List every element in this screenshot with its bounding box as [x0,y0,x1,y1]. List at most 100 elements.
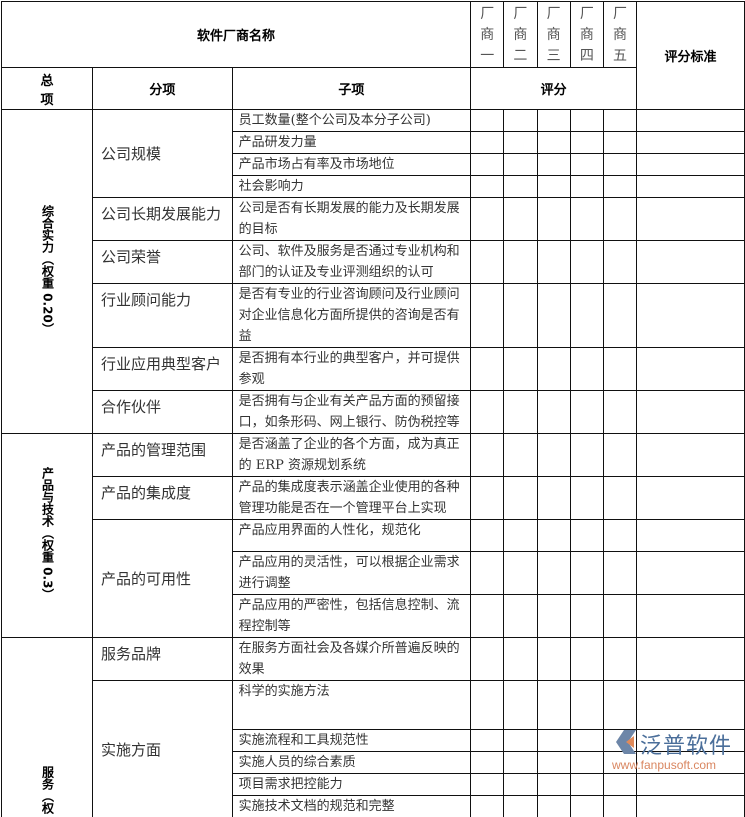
vendor-5-score-cell[interactable] [603,132,636,154]
vendor-3-score-cell[interactable] [537,730,570,752]
vendor-2-score-cell[interactable] [504,241,537,284]
vendor-5-score-cell[interactable] [603,176,636,198]
vendor-1-score-cell[interactable] [471,198,504,241]
vendor-2-score-cell[interactable] [504,110,537,132]
vendor-2-score-cell[interactable] [504,730,537,752]
vendor-2-score-cell[interactable] [504,477,537,520]
vendor-5-score-cell[interactable] [603,284,636,348]
vendor-1-score-cell[interactable] [471,774,504,796]
vendor-5-score-cell[interactable] [603,198,636,241]
scoring-standard-cell[interactable] [637,132,745,154]
vendor-4-score-cell[interactable] [570,796,603,817]
vendor-1-score-cell[interactable] [471,681,504,730]
scoring-standard-cell[interactable] [637,638,745,681]
vendor-4-score-cell[interactable] [570,730,603,752]
vendor-4-score-cell[interactable] [570,198,603,241]
vendor-5-score-cell[interactable] [603,241,636,284]
vendor-5-score-cell[interactable] [603,348,636,391]
vendor-1-score-cell[interactable] [471,477,504,520]
vendor-5-score-cell[interactable] [603,477,636,520]
vendor-2-score-cell[interactable] [504,198,537,241]
vendor-1-score-cell[interactable] [471,110,504,132]
vendor-3-score-cell[interactable] [537,110,570,132]
vendor-5-score-cell[interactable] [603,520,636,552]
vendor-5-score-cell[interactable] [603,154,636,176]
scoring-standard-cell[interactable] [637,681,745,730]
vendor-1-score-cell[interactable] [471,284,504,348]
vendor-4-score-cell[interactable] [570,595,603,638]
scoring-standard-cell[interactable] [637,774,745,796]
vendor-2-score-cell[interactable] [504,774,537,796]
vendor-1-score-cell[interactable] [471,520,504,552]
vendor-5-score-cell[interactable] [603,681,636,730]
vendor-3-score-cell[interactable] [537,681,570,730]
vendor-1-score-cell[interactable] [471,132,504,154]
vendor-4-score-cell[interactable] [570,774,603,796]
vendor-5-score-cell[interactable] [603,434,636,477]
scoring-standard-cell[interactable] [637,198,745,241]
vendor-3-score-cell[interactable] [537,595,570,638]
vendor-1-score-cell[interactable] [471,730,504,752]
vendor-3-score-cell[interactable] [537,638,570,681]
scoring-standard-cell[interactable] [637,552,745,595]
vendor-3-score-cell[interactable] [537,796,570,817]
scoring-standard-cell[interactable] [637,796,745,817]
vendor-3-score-cell[interactable] [537,552,570,595]
vendor-3-score-cell[interactable] [537,348,570,391]
vendor-2-score-cell[interactable] [504,348,537,391]
vendor-3-score-cell[interactable] [537,284,570,348]
vendor-3-score-cell[interactable] [537,391,570,434]
vendor-1-score-cell[interactable] [471,176,504,198]
vendor-2-score-cell[interactable] [504,595,537,638]
vendor-1-score-cell[interactable] [471,552,504,595]
vendor-1-score-cell[interactable] [471,638,504,681]
vendor-2-score-cell[interactable] [504,796,537,817]
vendor-2-score-cell[interactable] [504,284,537,348]
vendor-2-score-cell[interactable] [504,752,537,774]
vendor-4-score-cell[interactable] [570,284,603,348]
vendor-2-score-cell[interactable] [504,638,537,681]
scoring-standard-cell[interactable] [637,477,745,520]
vendor-2-score-cell[interactable] [504,552,537,595]
vendor-4-score-cell[interactable] [570,752,603,774]
vendor-1-score-cell[interactable] [471,348,504,391]
scoring-standard-cell[interactable] [637,284,745,348]
vendor-4-score-cell[interactable] [570,681,603,730]
scoring-standard-cell[interactable] [637,154,745,176]
vendor-2-score-cell[interactable] [504,176,537,198]
scoring-standard-cell[interactable] [637,348,745,391]
scoring-standard-cell[interactable] [637,241,745,284]
vendor-4-score-cell[interactable] [570,552,603,595]
vendor-4-score-cell[interactable] [570,348,603,391]
vendor-4-score-cell[interactable] [570,132,603,154]
scoring-standard-cell[interactable] [637,391,745,434]
vendor-2-score-cell[interactable] [504,154,537,176]
vendor-5-score-cell[interactable] [603,774,636,796]
vendor-4-score-cell[interactable] [570,477,603,520]
vendor-5-score-cell[interactable] [603,110,636,132]
vendor-2-score-cell[interactable] [504,434,537,477]
vendor-3-score-cell[interactable] [537,154,570,176]
vendor-3-score-cell[interactable] [537,132,570,154]
vendor-4-score-cell[interactable] [570,391,603,434]
vendor-1-score-cell[interactable] [471,796,504,817]
vendor-3-score-cell[interactable] [537,176,570,198]
vendor-1-score-cell[interactable] [471,434,504,477]
vendor-2-score-cell[interactable] [504,391,537,434]
vendor-3-score-cell[interactable] [537,774,570,796]
vendor-3-score-cell[interactable] [537,477,570,520]
scoring-standard-cell[interactable] [637,434,745,477]
vendor-1-score-cell[interactable] [471,154,504,176]
vendor-5-score-cell[interactable] [603,391,636,434]
vendor-2-score-cell[interactable] [504,520,537,552]
scoring-standard-cell[interactable] [637,520,745,552]
vendor-4-score-cell[interactable] [570,110,603,132]
vendor-4-score-cell[interactable] [570,520,603,552]
vendor-4-score-cell[interactable] [570,434,603,477]
vendor-5-score-cell[interactable] [603,552,636,595]
vendor-4-score-cell[interactable] [570,176,603,198]
scoring-standard-cell[interactable] [637,110,745,132]
vendor-4-score-cell[interactable] [570,638,603,681]
vendor-4-score-cell[interactable] [570,241,603,284]
vendor-1-score-cell[interactable] [471,595,504,638]
